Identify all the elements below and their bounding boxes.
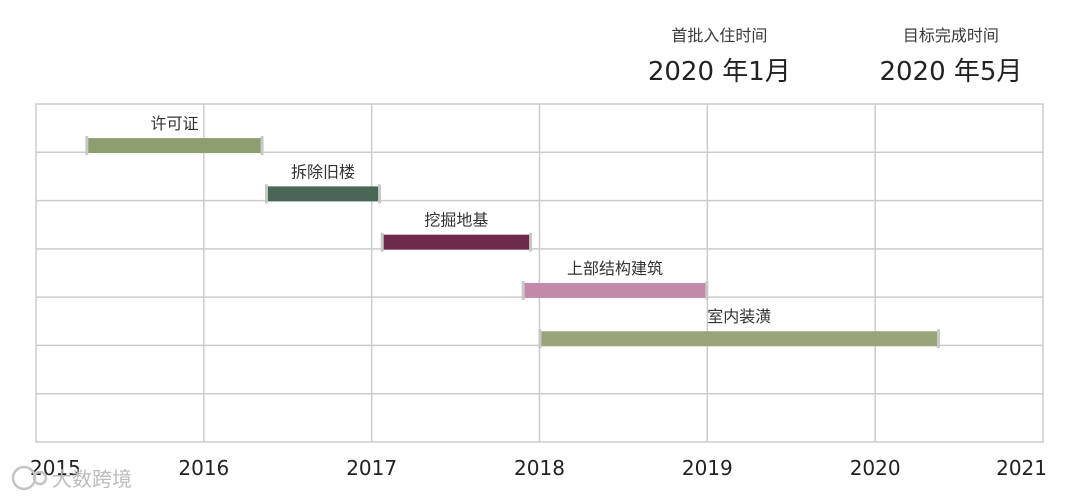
task-bar-end-cap bbox=[936, 329, 940, 349]
task-bar-group: 上部结构建筑 bbox=[521, 259, 709, 300]
milestone-label: 目标完成时间 bbox=[903, 26, 999, 45]
task-bar-start-cap bbox=[521, 280, 525, 300]
task-bar-label: 室内装潢 bbox=[707, 307, 771, 326]
task-bar-label: 许可证 bbox=[150, 114, 198, 133]
x-axis-ticks: 2015 2016 2017 2018 2019 2020 2021 bbox=[30, 456, 1047, 480]
task-bar-end-cap bbox=[260, 136, 264, 156]
milestone-value: 2020 年1月 bbox=[648, 57, 791, 87]
x-tick-label: 2020 bbox=[850, 456, 901, 480]
x-tick-label: 2019 bbox=[682, 456, 733, 480]
task-bar bbox=[539, 331, 939, 347]
x-tick-label: 2017 bbox=[346, 456, 397, 480]
task-bar bbox=[381, 234, 532, 250]
task-bar-label: 拆除旧楼 bbox=[291, 162, 355, 181]
watermark: 大数跨境 bbox=[11, 465, 132, 491]
task-bar-end-cap bbox=[378, 184, 382, 204]
milestone: 首批入住时间 2020 年1月 bbox=[648, 26, 791, 87]
task-bar-end-cap bbox=[705, 280, 709, 300]
task-bar-group: 拆除旧楼 bbox=[264, 162, 382, 204]
x-tick-label: 2021 bbox=[996, 456, 1047, 480]
milestones: 首批入住时间 2020 年1月 目标完成时间 2020 年5月 bbox=[648, 26, 1023, 87]
x-tick-label: 2018 bbox=[514, 456, 565, 480]
task-bar bbox=[265, 186, 381, 202]
task-bar bbox=[86, 138, 263, 154]
task-bar-label: 挖掘地基 bbox=[424, 211, 488, 230]
task-bar-group: 室内装潢 bbox=[538, 307, 940, 349]
task-bar-group: 许可证 bbox=[85, 114, 264, 156]
task-bar-group: 挖掘地基 bbox=[380, 211, 533, 252]
watermark-text: 大数跨境 bbox=[52, 467, 132, 491]
grid bbox=[35, 103, 1044, 443]
task-bar-start-cap bbox=[85, 136, 89, 156]
task-bar bbox=[522, 282, 708, 298]
logo-icon bbox=[11, 465, 48, 491]
task-bar-end-cap bbox=[529, 232, 533, 252]
milestone-label: 首批入住时间 bbox=[671, 26, 767, 45]
task-bar-start-cap bbox=[538, 329, 542, 349]
task-bar-start-cap bbox=[380, 232, 384, 252]
x-tick-label: 2016 bbox=[178, 456, 229, 480]
x-tick-label: 2015 bbox=[30, 456, 81, 480]
milestone: 目标完成时间 2020 年5月 bbox=[879, 26, 1022, 87]
task-bar-start-cap bbox=[264, 184, 268, 204]
task-bar-label: 上部结构建筑 bbox=[567, 259, 663, 278]
milestone-value: 2020 年5月 bbox=[879, 57, 1022, 87]
